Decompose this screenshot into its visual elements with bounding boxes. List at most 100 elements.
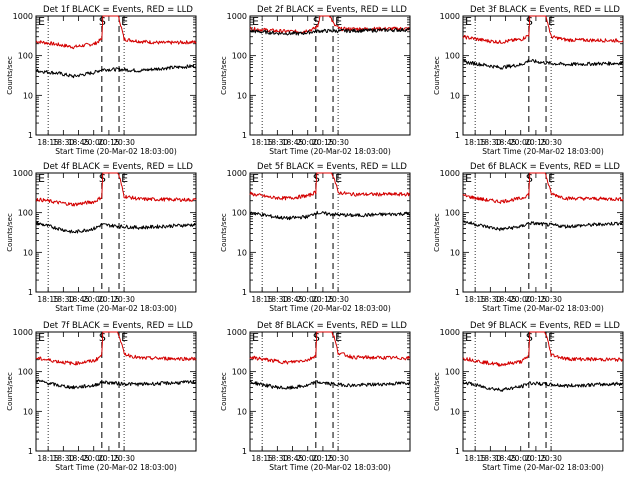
x-tick-label: 18:30 bbox=[53, 138, 75, 147]
x-tick-label: 20:00 bbox=[510, 295, 532, 304]
x-tick-label: 20:00 bbox=[297, 454, 319, 463]
x-tick-label: 20:15 bbox=[312, 454, 334, 463]
event-marker-E: E bbox=[465, 331, 472, 344]
panel-title: Det 9f BLACK = Events, RED = LLD bbox=[470, 321, 620, 331]
event-marker-E: E bbox=[121, 172, 128, 185]
series-red-line bbox=[462, 15, 624, 44]
y-tick-label: 1000 bbox=[440, 12, 460, 21]
y-tick-label: 10 bbox=[237, 248, 247, 257]
panel-title: Det 8f BLACK = Events, RED = LLD bbox=[257, 321, 407, 331]
panel-7: Det 7f BLACK = Events, RED = LLD 1 10 100 10… bbox=[6, 321, 197, 472]
x-tick-label: 20:30 bbox=[327, 138, 349, 147]
plot-frame bbox=[35, 172, 197, 293]
event-marker-E: E bbox=[548, 172, 555, 185]
x-tick-label: 18:45 bbox=[68, 295, 90, 304]
event-marker-E: E bbox=[465, 172, 472, 185]
event-marker-E: E bbox=[38, 172, 45, 185]
x-tick-label: 18:30 bbox=[53, 454, 75, 463]
x-axis-label: Start Time (20-Mar-02 18:03:00) bbox=[482, 147, 604, 156]
x-tick-label: 20:00 bbox=[83, 454, 105, 463]
y-tick-label: 100 bbox=[445, 52, 460, 61]
panel-8: Det 8f BLACK = Events, RED = LLD 1 10 100 10… bbox=[220, 321, 411, 472]
y-tick-label: 100 bbox=[445, 209, 460, 218]
x-tick-label: 20:00 bbox=[510, 454, 532, 463]
x-axis-label: Start Time (20-Mar-02 18:03:00) bbox=[55, 463, 177, 472]
y-tick-label: 100 bbox=[18, 209, 33, 218]
event-marker-E: E bbox=[465, 15, 472, 28]
y-tick-label: 1000 bbox=[13, 328, 33, 337]
x-tick-label: 20:30 bbox=[113, 295, 135, 304]
y-tick-label: 10 bbox=[450, 248, 460, 257]
x-tick-label: 18:15 bbox=[37, 295, 59, 304]
x-tick-label: 18:45 bbox=[282, 295, 304, 304]
y-tick-label: 10 bbox=[450, 91, 460, 100]
x-tick-label: 20:00 bbox=[297, 295, 319, 304]
plot-frame bbox=[35, 15, 197, 136]
x-axis-label: Start Time (20-Mar-02 18:03:00) bbox=[55, 304, 177, 313]
y-axis-label: Counts/sec bbox=[433, 56, 441, 95]
series-black-line bbox=[463, 58, 624, 70]
event-marker-S: S bbox=[313, 15, 320, 28]
y-tick-label: 1 bbox=[242, 447, 247, 456]
y-axis-label: Counts/sec bbox=[433, 213, 441, 252]
series-black-line bbox=[35, 379, 197, 390]
x-axis-label: Start Time (20-Mar-02 18:03:00) bbox=[269, 147, 391, 156]
x-tick-label: 20:30 bbox=[327, 454, 349, 463]
x-tick-label: 20:30 bbox=[327, 295, 349, 304]
x-tick-label: 20:00 bbox=[83, 295, 105, 304]
series-red-line bbox=[249, 172, 411, 201]
series-red-line bbox=[249, 15, 410, 34]
panel-2: Det 2f BLACK = Events, RED = LLD 1 10 100 10… bbox=[220, 5, 411, 156]
x-axis-label: Start Time (20-Mar-02 18:03:00) bbox=[269, 304, 391, 313]
panel-title: Det 6f BLACK = Events, RED = LLD bbox=[470, 162, 620, 172]
series-black-line bbox=[249, 210, 411, 221]
x-tick-label: 20:30 bbox=[540, 138, 562, 147]
plot-frame bbox=[249, 331, 411, 452]
series-red-line bbox=[462, 172, 624, 204]
x-tick-label: 20:30 bbox=[540, 295, 562, 304]
x-tick-label: 18:45 bbox=[495, 138, 517, 147]
x-axis-label: Start Time (20-Mar-02 18:03:00) bbox=[482, 304, 604, 313]
y-axis-label: Counts/sec bbox=[6, 56, 14, 95]
x-tick-label: 20:15 bbox=[98, 454, 120, 463]
y-tick-label: 10 bbox=[23, 407, 33, 416]
x-tick-label: 18:15 bbox=[464, 454, 486, 463]
x-tick-label: 18:15 bbox=[37, 454, 59, 463]
panel-3: Det 3f BLACK = Events, RED = LLD 1 10 100 10… bbox=[433, 5, 624, 156]
panel-title: Det 7f BLACK = Events, RED = LLD bbox=[43, 321, 193, 331]
y-tick-label: 1000 bbox=[227, 12, 247, 21]
x-tick-label: 20:15 bbox=[98, 295, 120, 304]
event-marker-E: E bbox=[121, 331, 128, 344]
y-tick-label: 100 bbox=[445, 368, 460, 377]
y-tick-label: 1 bbox=[242, 131, 247, 140]
x-axis-label: Start Time (20-Mar-02 18:03:00) bbox=[269, 463, 391, 472]
x-tick-label: 18:45 bbox=[282, 454, 304, 463]
series-red-line bbox=[249, 331, 411, 365]
event-marker-E: E bbox=[335, 15, 342, 28]
x-tick-label: 20:30 bbox=[113, 138, 135, 147]
panel-title: Det 5f BLACK = Events, RED = LLD bbox=[257, 162, 407, 172]
x-tick-label: 18:30 bbox=[480, 295, 502, 304]
plot-frame bbox=[35, 331, 197, 452]
y-tick-label: 1 bbox=[242, 288, 247, 297]
x-axis-label: Start Time (20-Mar-02 18:03:00) bbox=[482, 463, 604, 472]
x-tick-label: 18:45 bbox=[282, 138, 304, 147]
y-tick-label: 1 bbox=[28, 447, 33, 456]
panel-1: Det 1f BLACK = Events, RED = LLD 1 10 100 10… bbox=[6, 5, 197, 156]
x-tick-label: 18:45 bbox=[68, 454, 90, 463]
plot-frame bbox=[249, 15, 411, 136]
panel-6: Det 6f BLACK = Events, RED = LLD 1 10 100 10… bbox=[433, 162, 624, 313]
series-red-line bbox=[35, 331, 197, 366]
y-tick-label: 1 bbox=[28, 131, 33, 140]
y-tick-label: 100 bbox=[18, 52, 33, 61]
series-black-line bbox=[249, 27, 411, 36]
panel-title: Det 2f BLACK = Events, RED = LLD bbox=[257, 5, 407, 15]
y-tick-label: 100 bbox=[232, 52, 247, 61]
y-tick-label: 1 bbox=[455, 447, 460, 456]
x-tick-label: 18:45 bbox=[68, 138, 90, 147]
x-tick-label: 18:45 bbox=[495, 295, 517, 304]
y-axis-label: Counts/sec bbox=[220, 56, 228, 95]
plot-frame bbox=[462, 15, 624, 136]
panel-title: Det 3f BLACK = Events, RED = LLD bbox=[470, 5, 620, 15]
event-marker-E: E bbox=[252, 331, 259, 344]
